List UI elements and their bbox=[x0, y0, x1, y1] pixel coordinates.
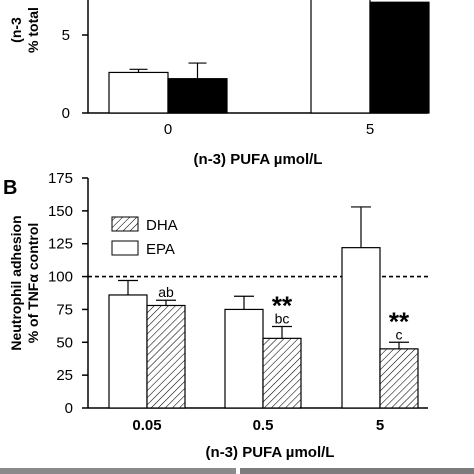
y-tick-label: 125 bbox=[48, 236, 73, 253]
y-tick-label: 50 bbox=[56, 334, 73, 351]
y-tick-label: 75 bbox=[56, 301, 73, 318]
x-tick-label: 0.05 bbox=[132, 417, 161, 434]
x-tick-label: 0.5 bbox=[253, 417, 274, 434]
panel-a-y-ticks: 05 bbox=[62, 27, 88, 122]
y-tick-label: 5 bbox=[62, 27, 70, 44]
panel-a-bars bbox=[108, 0, 430, 114]
significance-stars: ** bbox=[389, 306, 410, 336]
x-tick-label: 0 bbox=[164, 121, 172, 138]
bar bbox=[369, 1, 430, 114]
panel-b-x-ticks: 0.05 0.5 5 bbox=[132, 417, 384, 434]
significance-letter: ab bbox=[158, 284, 174, 300]
y-tick-label: 0 bbox=[62, 105, 70, 122]
micrograph-left bbox=[0, 468, 236, 474]
significance-letter: c bbox=[396, 326, 403, 342]
bar bbox=[146, 304, 186, 409]
y-tick-label: 150 bbox=[48, 203, 73, 220]
panel-b-x-label: (n-3) PUFA µmol/L bbox=[206, 444, 335, 461]
panel-a-x-label: (n-3) PUFA µmol/L bbox=[194, 151, 323, 168]
panel-c-image-strip bbox=[0, 468, 474, 474]
bar bbox=[108, 71, 169, 114]
y-tick-label: 0 bbox=[65, 400, 73, 417]
bar bbox=[167, 78, 228, 114]
legend-swatch-epa bbox=[111, 240, 139, 256]
panel-a-y-label-line2: % total bbox=[25, 7, 41, 53]
x-tick-label: 5 bbox=[366, 121, 374, 138]
bar bbox=[108, 294, 148, 409]
legend: DHA EPA bbox=[111, 216, 178, 258]
legend-swatch-dha bbox=[111, 216, 139, 232]
bar bbox=[379, 348, 419, 409]
significance-letter: bc bbox=[275, 311, 290, 327]
y-tick-label: 25 bbox=[56, 367, 73, 384]
bar bbox=[310, 0, 371, 114]
y-tick-label: 100 bbox=[48, 269, 73, 286]
panel-b-y-label-line2: % of TNFα control bbox=[25, 223, 41, 344]
x-tick-label: 5 bbox=[376, 417, 384, 434]
panel-b-label: B bbox=[3, 177, 17, 199]
significance-stars: ** bbox=[272, 291, 293, 321]
legend-label-epa: EPA bbox=[146, 241, 175, 258]
panel-b-y-label-line1: Neutrophil adhesion bbox=[8, 215, 24, 350]
panel-a-y-label-line1: (n-3 bbox=[8, 17, 24, 43]
panel-b-y-ticks: 0 25 50 75 100 125 150 175 bbox=[48, 170, 88, 417]
bar bbox=[262, 337, 302, 409]
y-tick-label: 175 bbox=[48, 170, 73, 187]
bar bbox=[341, 247, 381, 409]
bar bbox=[224, 308, 264, 409]
panel-b-bars bbox=[108, 206, 419, 409]
micrograph-right bbox=[240, 468, 474, 474]
legend-label-dha: DHA bbox=[146, 217, 178, 234]
